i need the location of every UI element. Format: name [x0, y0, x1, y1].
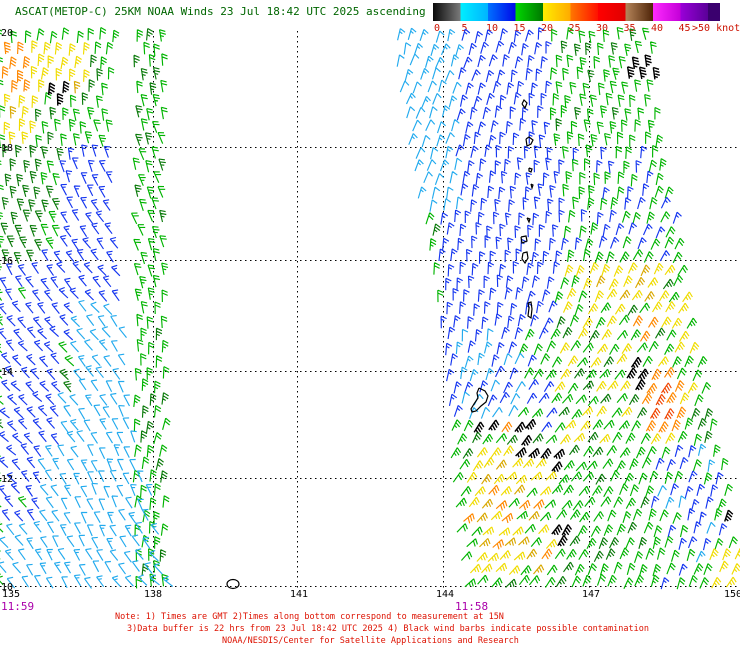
- island-outlines: [226, 98, 534, 590]
- saipan-island: [521, 251, 529, 265]
- longitude-tick-label: 135: [2, 589, 20, 600]
- colorbar-segment: [680, 3, 708, 21]
- colorbar-tick-label: 15: [513, 23, 525, 34]
- wind-barbs-b: [0, 27, 728, 590]
- note-line-3: NOAA/NESDIS/Center for Satellite Applica…: [222, 636, 519, 646]
- plot-title: ASCAT(METOP-C) 25KM NOAA Winds 23 Jul 18…: [15, 5, 426, 18]
- colorbar-segment: [460, 3, 488, 21]
- latitude-tick-label: 10: [1, 582, 13, 593]
- longitude-tick-label: 144: [436, 589, 454, 600]
- pass-time-labels: 11:59 11:58: [1, 600, 488, 613]
- colorbar-segment: [570, 3, 598, 21]
- colorbar: 0 5 10 15 20 25 30 35 40 45>50 knots: [433, 3, 740, 34]
- sarigan-island: [526, 217, 531, 224]
- colorbar-tick-label: 35: [623, 23, 635, 34]
- colorbar-tick-label: 30: [596, 23, 608, 34]
- agrihan-island: [528, 167, 533, 173]
- colorbar-segment: [625, 3, 653, 21]
- wind-barbs-o: [1, 41, 687, 560]
- note-line-2: 3)Data buffer is 22 hrs from 23 Jul 18:4…: [127, 624, 649, 634]
- colorbar-tick-label: 5: [461, 23, 467, 34]
- wind-barbs-c: [0, 27, 716, 589]
- wind-barbs-y: [3, 40, 740, 589]
- atoll-island: [226, 578, 240, 590]
- colorbar-tick-label: 45: [678, 23, 690, 34]
- latitude-tick-label: 16: [1, 256, 13, 267]
- longitude-tick-label: 141: [290, 589, 308, 600]
- longitude-tick-label: 138: [144, 589, 162, 600]
- guam-island: [470, 387, 489, 413]
- colorbar-units-label: >50 knots: [692, 23, 740, 34]
- colorbar-tick-label: 25: [568, 23, 580, 34]
- colorbar-tick-label: 20: [541, 23, 553, 34]
- colorbar-segment: [488, 3, 516, 21]
- wind-barbs-g: [0, 26, 738, 590]
- wind-barbs-k: [47, 54, 734, 547]
- colorbar-end-segment: [708, 3, 720, 21]
- note-line-1: Note: 1) Times are GMT 2)Times along bot…: [115, 612, 504, 622]
- colorbar-tick-label: 10: [486, 23, 498, 34]
- pagan-island: [525, 136, 534, 147]
- alamagan-island: [530, 183, 534, 191]
- latitude-tick-label: 14: [1, 367, 13, 378]
- colorbar-segment: [543, 3, 571, 21]
- wind-barbs-G: [0, 28, 714, 588]
- latitude-tick-label: 12: [1, 474, 13, 485]
- colorbar-segment: [598, 3, 626, 21]
- longitude-tick-label: 150: [724, 589, 740, 600]
- colorbar-segment: [515, 3, 543, 21]
- tinian-island: [527, 301, 533, 320]
- colorbar-tick-label: 40: [651, 23, 663, 34]
- colorbar-segment: [433, 3, 461, 21]
- colorbar-tick-label: 0: [434, 23, 440, 34]
- wind-barbs-d: [9, 80, 655, 575]
- graticule: [0, 31, 739, 591]
- anatahan-island: [520, 235, 528, 244]
- pass-time: 11:58: [455, 600, 488, 613]
- colorbar-segment: [653, 3, 681, 21]
- wind-barbs-layer: [0, 26, 740, 590]
- pass-time: 11:59: [1, 600, 34, 613]
- maug-island: [521, 98, 528, 110]
- latitude-tick-label: 18: [1, 143, 13, 154]
- wind-barbs-r: [650, 382, 675, 420]
- latitude-tick-label: 20: [1, 28, 13, 39]
- longitude-tick-label: 147: [582, 589, 600, 600]
